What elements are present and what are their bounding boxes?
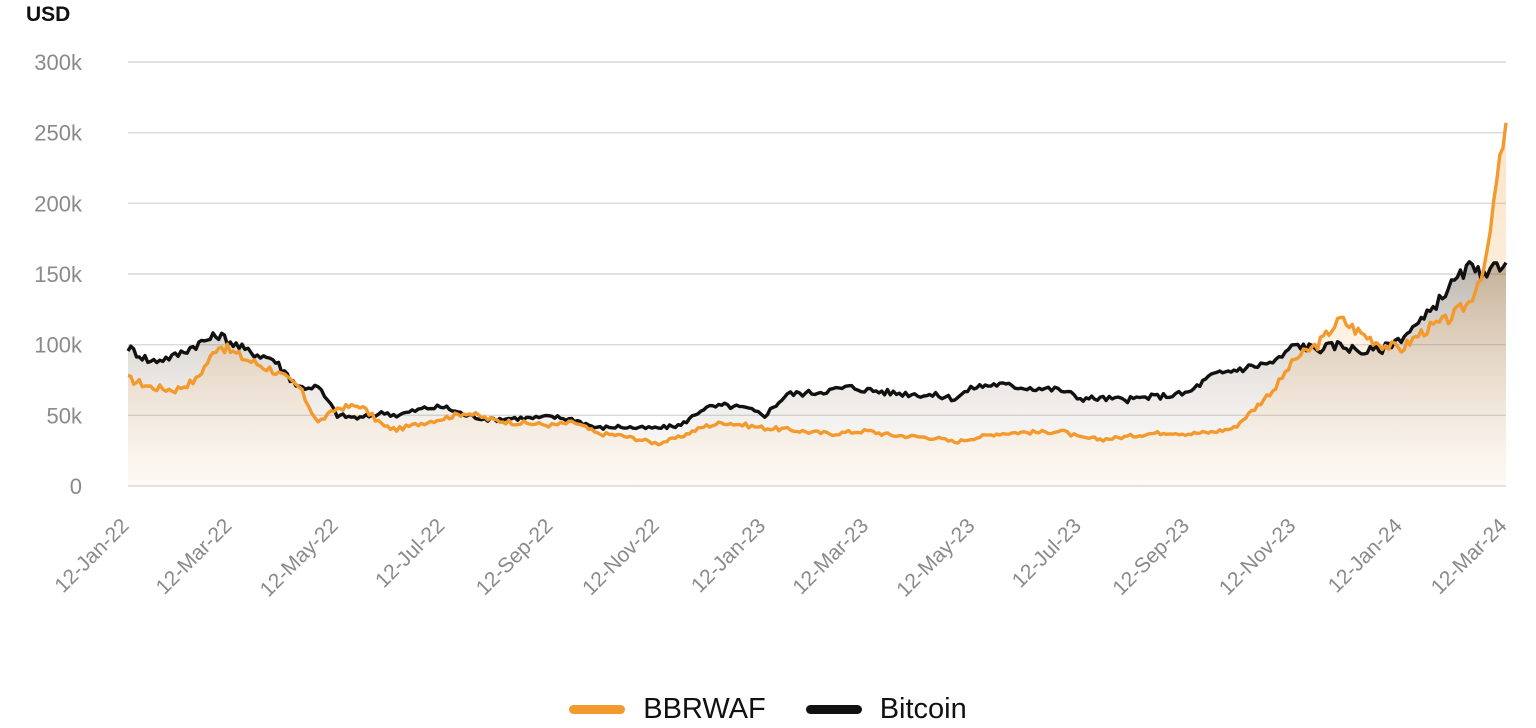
series-line-bbrwaf — [127, 122, 1508, 447]
y-tick-label: 100k — [34, 333, 83, 358]
y-tick-label: 150k — [34, 262, 83, 287]
legend-label-bbrwaf: BBRWAF — [643, 692, 766, 725]
y-tick-label: 250k — [34, 121, 83, 146]
y-tick-label: 0 — [70, 474, 82, 499]
y-axis-ticks: 0 50k 100k 150k 200k 250k 300k — [34, 50, 83, 499]
x-axis-ticks: 12-Jan-22 12-Mar-22 12-May-22 12-Jul-22 12-S… — [50, 514, 1511, 601]
x-tick-label: 12-May-22 — [256, 514, 343, 601]
x-tick-label: 12-Sep-22 — [472, 514, 558, 600]
legend: BBRWAF Bitcoin — [0, 690, 1536, 728]
series-lines — [126, 122, 1508, 447]
x-tick-label: 12-Mar-24 — [1427, 514, 1512, 599]
legend-label-bitcoin: Bitcoin — [879, 692, 967, 725]
legend-item-bitcoin: Bitcoin — [805, 692, 967, 726]
x-tick-label: 12-Nov-22 — [578, 514, 664, 600]
area-fills — [128, 122, 1506, 487]
y-tick-label: 300k — [34, 50, 83, 75]
x-tick-label: 12-Sep-23 — [1108, 514, 1194, 600]
x-tick-label: 12-Jan-22 — [50, 514, 133, 597]
legend-item-bbrwaf: BBRWAF — [569, 692, 766, 726]
legend-swatch-bitcoin — [805, 704, 862, 714]
x-tick-label: 12-Mar-23 — [788, 514, 873, 599]
y-axis-unit-label: USD — [26, 3, 70, 26]
x-tick-label: 12-Jan-23 — [687, 514, 770, 597]
x-tick-label: 12-Nov-23 — [1215, 514, 1301, 600]
x-tick-label: 12-Mar-22 — [152, 514, 237, 599]
area-bbrwaf — [128, 122, 1506, 487]
x-tick-label: 12-Jul-23 — [1008, 514, 1086, 592]
series-line-bitcoin — [126, 260, 1508, 431]
legend-swatch-bbrwaf — [569, 704, 626, 714]
y-tick-label: 50k — [47, 403, 83, 428]
x-tick-label: 12-Jul-22 — [371, 514, 449, 592]
x-tick-label: 12-May-23 — [892, 514, 979, 601]
y-tick-label: 200k — [34, 191, 83, 216]
x-tick-label: 12-Jan-24 — [1324, 514, 1407, 597]
